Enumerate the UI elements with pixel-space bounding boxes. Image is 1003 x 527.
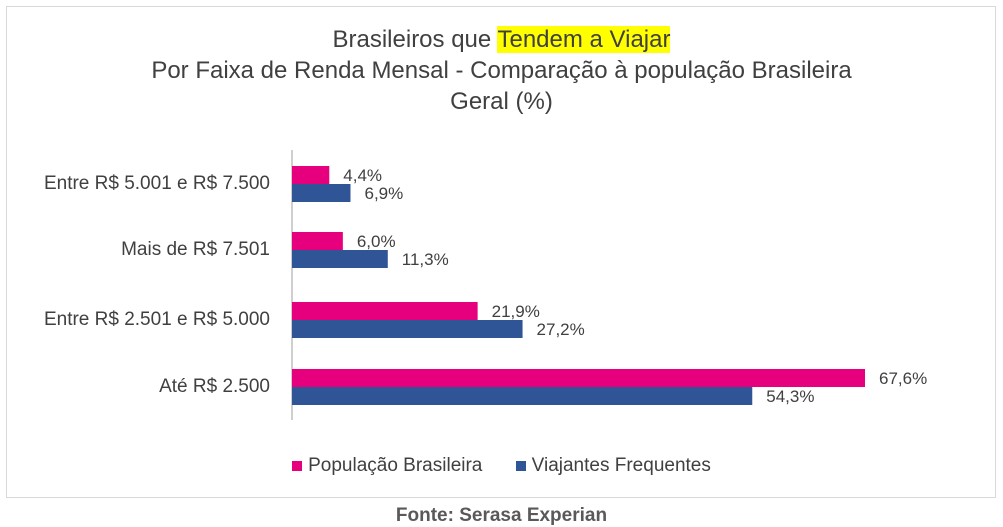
bar-series-0-cat-1	[292, 232, 343, 250]
data-label-series-1-cat-3: 54,3%	[766, 387, 814, 406]
legend-item-populacao: População Brasileira	[292, 455, 482, 477]
category-label-3: Até R$ 2.500	[159, 376, 270, 397]
data-label-series-1-cat-2: 27,2%	[537, 320, 585, 339]
title-line-3: Geral (%)	[450, 88, 553, 115]
legend-swatch-viajantes	[515, 460, 526, 471]
data-label-series-1-cat-0: 6,9%	[364, 184, 403, 203]
bar-series-1-cat-0	[292, 184, 351, 202]
legend-label-populacao: População Brasileira	[308, 455, 483, 476]
data-label-series-0-cat-3: 67,6%	[879, 369, 927, 388]
bar-series-1-cat-3	[292, 387, 753, 405]
bar-series-1-cat-1	[292, 250, 388, 268]
chart-frame	[6, 6, 996, 498]
category-label-1: Mais de R$ 7.501	[121, 239, 270, 260]
bar-series-0-cat-0	[292, 166, 330, 184]
legend-item-viajantes: Viajantes Frequentes	[515, 455, 711, 477]
chart-title: Brasileiros que Tendem a Viajar Por Faix…	[0, 24, 1003, 117]
data-label-series-0-cat-1: 6,0%	[357, 232, 396, 251]
legend-swatch-populacao	[292, 460, 303, 471]
bar-series-1-cat-2	[292, 320, 523, 338]
category-label-2: Entre R$ 2.501 e R$ 5.000	[43, 309, 270, 330]
title-line-1: Brasileiros que Tendem a Viajar	[0, 24, 1003, 55]
data-label-series-1-cat-1: 11,3%	[402, 250, 449, 269]
source-note: Fonte: Serasa Experian	[395, 505, 608, 526]
bar-series-0-cat-2	[292, 302, 478, 320]
title-prefix: Brasileiros que	[332, 26, 498, 53]
title-highlight: Tendem a Viajar	[497, 26, 671, 53]
bar-series-0-cat-3	[292, 369, 865, 387]
category-label-0: Entre R$ 5.001 e R$ 7.500	[43, 173, 270, 194]
legend-label-viajantes: Viajantes Frequentes	[531, 455, 711, 476]
data-label-series-0-cat-2: 21,9%	[492, 302, 540, 321]
legend: População Brasileira Viajantes Frequente…	[0, 455, 1003, 477]
title-line-2: Por Faixa de Renda Mensal - Comparação à…	[151, 57, 852, 84]
data-label-series-0-cat-0: 4,4%	[343, 166, 382, 185]
